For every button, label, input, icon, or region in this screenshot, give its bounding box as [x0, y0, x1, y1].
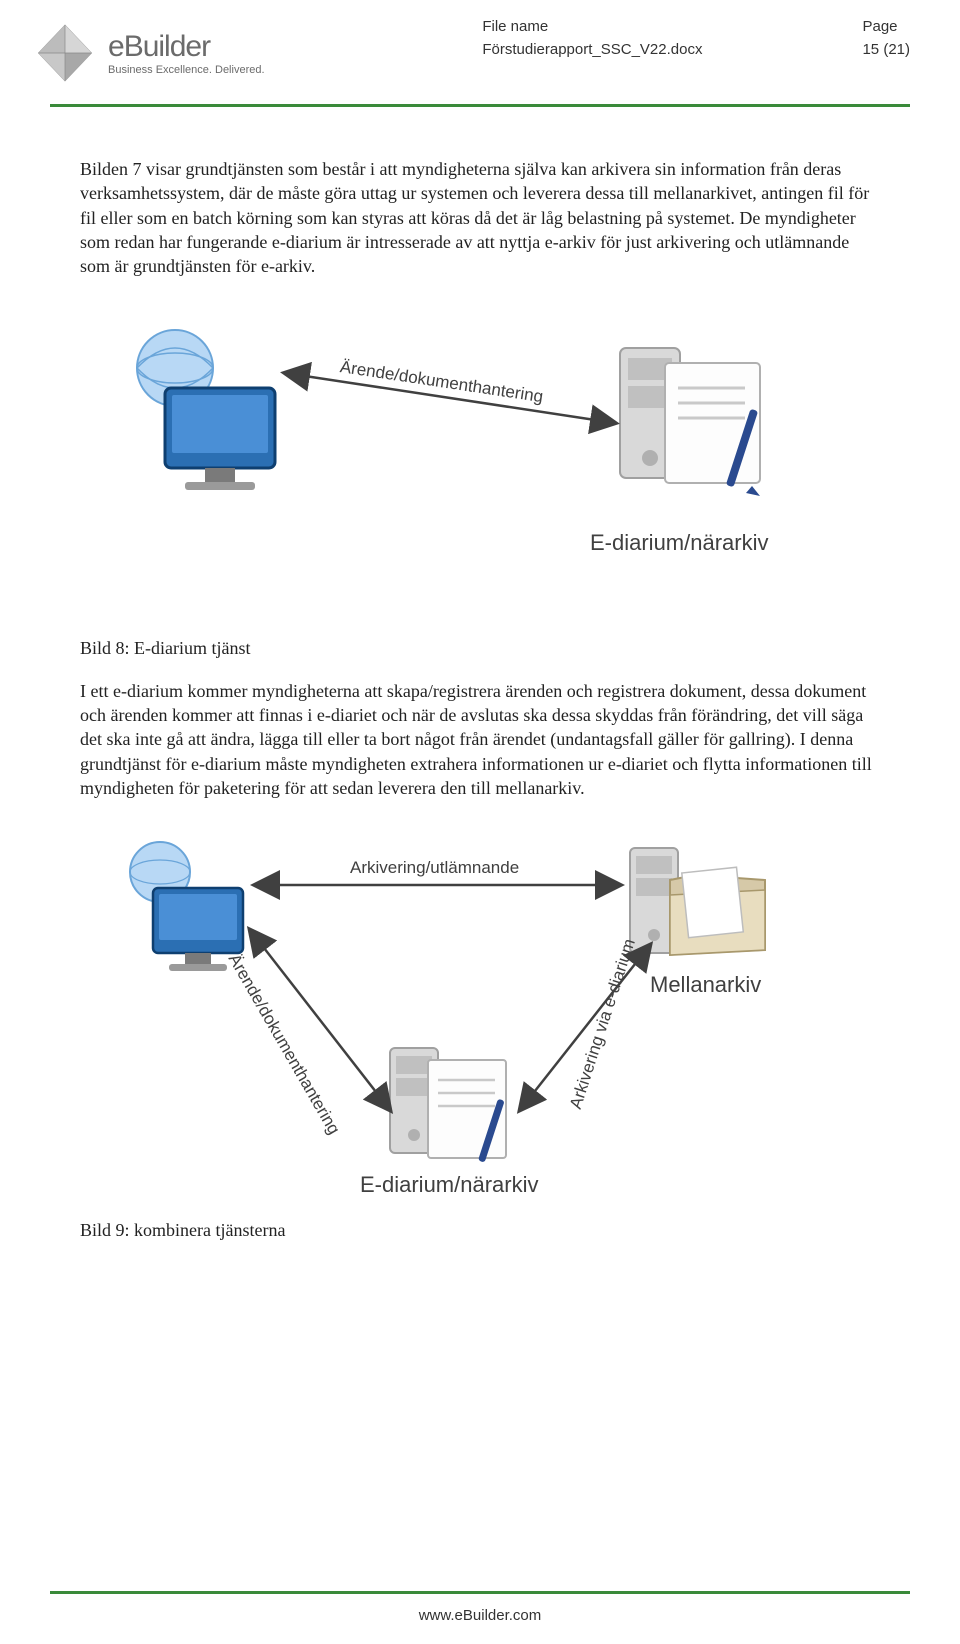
- diagram2-top-label: Arkivering/utlämnande: [350, 857, 519, 880]
- footer-rule: [50, 1591, 910, 1594]
- paragraph-1: Bilden 7 visar grundtjänsten som består …: [80, 157, 880, 278]
- page-value: 15 (21): [862, 41, 910, 58]
- brand-name: eBuilder: [108, 30, 265, 64]
- brand-accent: e: [108, 30, 124, 63]
- logo-text: eBuilder Business Excellence. Delivered.: [108, 30, 265, 76]
- brand-tagline: Business Excellence. Delivered.: [108, 64, 265, 76]
- footer-url: www.eBuilder.com: [0, 1607, 960, 1624]
- diagram2-bottom-label: E-diarium/närarkiv: [360, 1170, 539, 1200]
- diagram1-right-label: E-diarium/närarkiv: [590, 528, 769, 558]
- ebuilder-logo-icon: [30, 18, 100, 88]
- page-label: Page: [862, 18, 910, 35]
- file-name-value: Förstudierapport_SSC_V22.docx: [482, 41, 702, 58]
- caption-1: Bild 8: E-diarium tjänst: [80, 636, 880, 660]
- diagram2-right-label: Mellanarkiv: [650, 970, 761, 1000]
- diagram-2-svg: [90, 830, 870, 1210]
- page-col: Page 15 (21): [862, 18, 910, 58]
- file-name-col: File name Förstudierapport_SSC_V22.docx: [482, 18, 702, 58]
- file-meta: File name Förstudierapport_SSC_V22.docx …: [482, 18, 910, 58]
- paragraph-2: I ett e-diarium kommer myndigheterna att…: [80, 679, 880, 800]
- diagram-2: Arkivering/utlämnande Ärende/dokumenthan…: [90, 830, 870, 1210]
- file-name-label: File name: [482, 18, 702, 35]
- caption-2: Bild 9: kombinera tjänsterna: [80, 1218, 880, 1242]
- page-content: Bilden 7 visar grundtjänsten som består …: [0, 107, 960, 1243]
- diagram-1: Ärende/dokumenthantering E-diarium/närar…: [90, 298, 870, 628]
- logo-block: eBuilder Business Excellence. Delivered.: [30, 18, 265, 88]
- page-header: eBuilder Business Excellence. Delivered.…: [0, 0, 960, 88]
- brand-main: Builder: [124, 30, 210, 63]
